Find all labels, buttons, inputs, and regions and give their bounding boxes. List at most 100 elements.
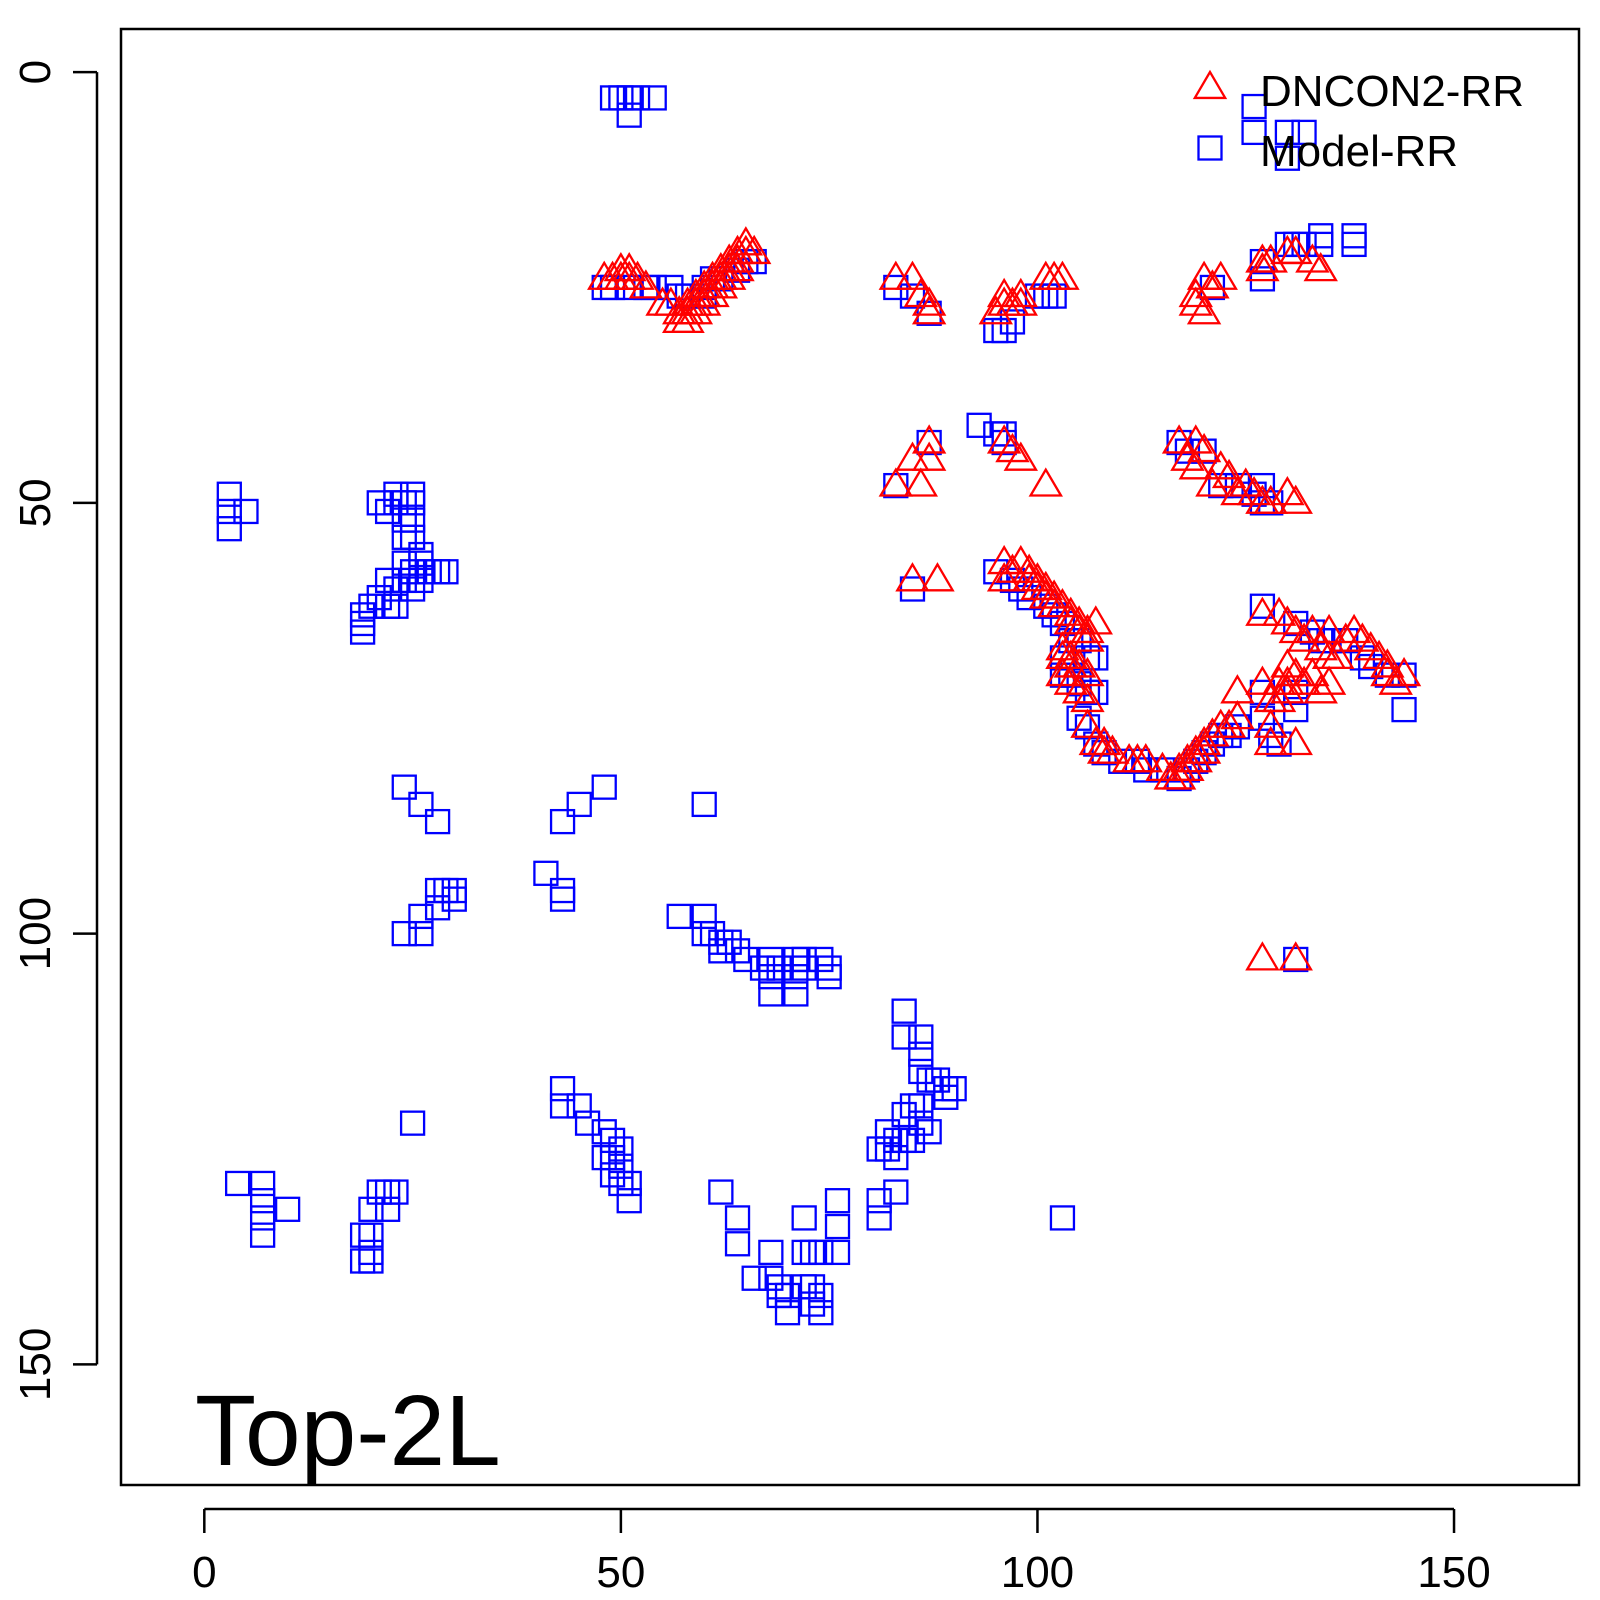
dncon2-rr-point xyxy=(670,303,705,333)
model-rr-point xyxy=(641,85,667,111)
y-tick-label: 0 xyxy=(11,60,60,84)
series-dncon2-rr xyxy=(587,226,1422,971)
dncon2-rr-point xyxy=(1336,613,1372,644)
model-rr-point xyxy=(608,1136,634,1162)
dncon2-rr-point xyxy=(1170,751,1205,781)
model-rr-point xyxy=(808,1300,834,1326)
dncon2-rr-point xyxy=(1045,260,1080,290)
model-rr-point xyxy=(216,516,242,542)
dncon2-rr-point xyxy=(1295,613,1330,644)
model-rr-point xyxy=(824,1239,851,1266)
model-rr-point xyxy=(1391,696,1417,723)
model-rr-point xyxy=(599,1127,626,1154)
model-rr-point xyxy=(908,1093,934,1119)
model-rr-point xyxy=(699,920,726,947)
dncon2-rr-point xyxy=(1245,596,1280,626)
model-rr-point xyxy=(733,946,759,973)
model-rr-point xyxy=(249,1205,276,1231)
model-rr-point xyxy=(616,85,642,111)
model-rr-point xyxy=(883,472,909,499)
dncon2-rr-point xyxy=(1295,656,1330,687)
dncon2-rr-point xyxy=(1220,475,1255,506)
panel-label: Top-2L xyxy=(195,1375,501,1487)
model-rr-point xyxy=(374,1196,401,1222)
model-rr-point xyxy=(866,1188,892,1214)
dncon2-rr-point xyxy=(1178,450,1213,480)
model-rr-point xyxy=(374,567,401,594)
model-rr-point xyxy=(1249,266,1276,292)
model-rr-point xyxy=(424,559,451,585)
dncon2-rr-point xyxy=(678,295,714,325)
dncon2-rr-point xyxy=(1053,596,1088,626)
dncon2-rr-point xyxy=(895,260,930,290)
model-rr-point xyxy=(358,1248,384,1274)
dncon2-rr-point xyxy=(1295,243,1330,273)
model-rr-point xyxy=(1241,93,1267,120)
model-rr-point xyxy=(991,421,1017,447)
dncon2-rr-point xyxy=(1220,699,1255,730)
model-rr-point xyxy=(424,877,451,904)
model-rr-point xyxy=(924,1067,951,1093)
dncon2-rr-point xyxy=(1070,622,1105,652)
model-rr-point xyxy=(408,550,434,576)
model-rr-point xyxy=(791,1205,817,1231)
model-rr-point xyxy=(1291,119,1317,146)
dncon2-rr-point xyxy=(1186,725,1222,756)
model-rr-point xyxy=(899,576,926,602)
model-rr-point xyxy=(916,1119,942,1145)
legend: DNCON2-RR Model-RR xyxy=(1192,67,1524,176)
dncon2-rr-point xyxy=(711,260,747,290)
dncon2-rr-point xyxy=(1003,441,1039,471)
dncon2-rr-point xyxy=(1003,286,1039,316)
dncon2-rr-point xyxy=(911,424,947,454)
model-rr-point xyxy=(399,576,426,602)
model-rr-point xyxy=(358,593,384,619)
model-rr-point xyxy=(1308,223,1334,249)
model-rr-point xyxy=(233,498,259,525)
dncon2-rr-point xyxy=(1203,260,1238,290)
model-rr-point xyxy=(908,1110,934,1136)
model-rr-point xyxy=(999,567,1026,594)
model-rr-point xyxy=(808,946,834,973)
model-rr-point xyxy=(799,1291,826,1317)
model-rr-point xyxy=(933,1084,959,1110)
model-rr-point xyxy=(441,886,467,912)
model-rr-point xyxy=(358,1239,384,1266)
dncon2-rr-point xyxy=(1253,243,1288,273)
model-rr-point xyxy=(391,567,417,594)
model-rr-point xyxy=(374,498,401,525)
dncon2-rr-point xyxy=(1236,475,1272,506)
dncon2-rr-point xyxy=(1203,450,1238,480)
model-rr-point xyxy=(724,1205,751,1231)
model-rr-point xyxy=(249,1188,276,1214)
model-rr-point xyxy=(824,1213,851,1240)
model-rr-point xyxy=(408,791,434,818)
model-rr-point xyxy=(408,903,434,930)
dncon2-rr-point xyxy=(1278,656,1313,687)
model-rr-point xyxy=(616,102,642,128)
dncon2-rr-point xyxy=(1161,424,1197,454)
model-rr-point xyxy=(758,1239,784,1266)
dncon2-rr-point xyxy=(1228,467,1263,497)
model-rr-point xyxy=(691,903,717,930)
dncon2-rr-point xyxy=(1303,631,1338,661)
model-rr-point xyxy=(349,1248,376,1274)
dncon2-rr-point xyxy=(612,251,647,282)
model-rr-point xyxy=(599,1162,626,1188)
dncon2-rr-point xyxy=(1061,605,1097,635)
model-rr-point xyxy=(391,490,417,516)
model-rr-point xyxy=(566,1093,592,1119)
model-rr-point xyxy=(916,300,942,326)
model-rr-point xyxy=(899,1127,926,1154)
model-rr-point xyxy=(366,490,392,516)
model-rr-point xyxy=(691,791,717,818)
model-rr-point xyxy=(366,584,392,611)
dncon2-rr-point xyxy=(1370,656,1405,687)
legend-label: Model-RR xyxy=(1260,127,1458,176)
dncon2-rr-point xyxy=(895,441,930,471)
dncon2-rr-point xyxy=(1286,665,1322,695)
dncon2-rr-point xyxy=(1003,544,1039,575)
dncon2-rr-point xyxy=(911,286,947,316)
dncon2-rr-point xyxy=(986,562,1022,592)
dncon2-rr-point xyxy=(1061,674,1097,704)
